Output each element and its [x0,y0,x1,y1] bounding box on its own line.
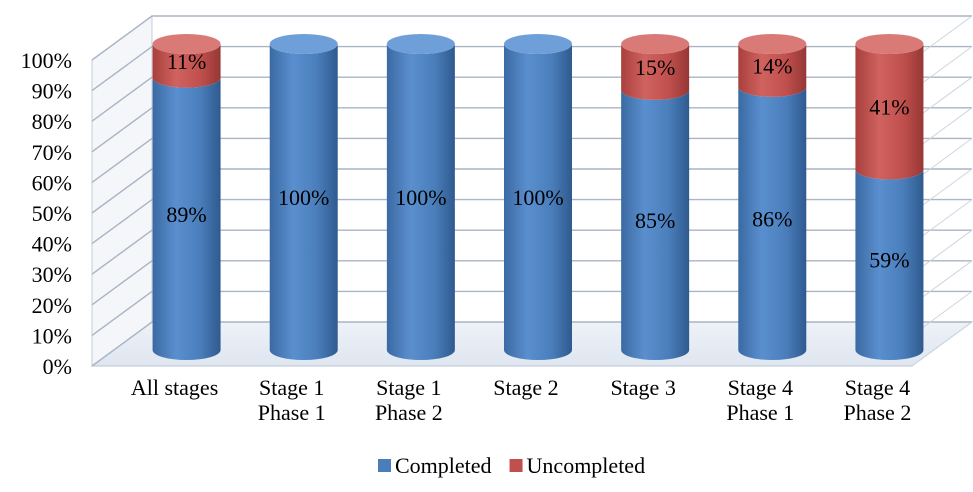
gridline [91,229,972,275]
data-label: 100% [512,185,563,210]
data-label: 14% [752,53,792,78]
bar-uncompleted [738,44,807,97]
legend: Completed Uncompleted [378,453,645,478]
bar-completed [504,44,572,360]
bar-group: 89% 11% [152,34,221,360]
x-tick-label: Stage 2 [493,375,558,400]
bar-group: 100% [386,34,455,360]
x-tick-label: Stage 1 Phase 1 [258,375,326,425]
bar-completed [738,86,807,360]
gridline [91,198,972,245]
y-tick-label: 50% [32,201,72,226]
bar-completed [152,77,221,360]
bar-top-cap [621,34,690,54]
bar-top-cap [269,34,338,54]
bar-top-cap [152,34,221,54]
y-tick-label: 30% [32,262,72,287]
data-label: 11% [167,49,207,74]
gridline [91,321,972,367]
x-tick-label: Stage 3 [610,375,675,400]
legend-item: Completed [378,453,492,478]
x-tick-label: Stage 4 Phase 1 [726,375,794,425]
gridline [91,137,972,183]
bar-group: 100% [504,34,572,360]
gridline [91,168,972,214]
bar-uncompleted [621,44,690,100]
bar-group: 85% 15% [621,34,690,361]
legend-swatch [509,459,523,472]
bar-completed [621,89,690,361]
x-tick-label: All stages [131,375,218,400]
bar-top-cap [738,34,807,54]
bar-group: 86% 14% [738,34,807,360]
data-label: 86% [752,206,792,231]
gridline [91,290,972,336]
legend-label: Uncompleted [527,453,646,478]
gridline-edge [911,321,973,367]
bar-top-cap [855,34,924,54]
data-label: 89% [166,202,206,227]
data-label: 59% [869,248,909,273]
y-tick-label: 0% [43,354,72,379]
x-tick-label: Stage 4 Phase 2 [844,375,912,425]
legend-swatch [378,459,391,472]
y-tick-label: 40% [32,232,72,257]
data-label: 15% [635,55,675,80]
bar-completed [855,169,924,360]
bar-uncompleted [855,44,924,180]
data-label: 85% [635,208,675,233]
y-tick-label: 60% [32,170,72,195]
bar-completed [269,44,338,360]
bar-top-cap [386,34,455,54]
y-axis: 0% 10% 20% 30% 40% 50% 60% 70% 80% 90% 100% [21,48,72,379]
data-label: 100% [278,185,329,210]
x-axis: All stages Stage 1 Phase 1 Stage 1 Phase 2 St… [131,375,911,425]
gridline [91,45,972,92]
bar-group: 59% 41% [855,34,924,360]
gridline [91,15,972,61]
bars: 89% 11% 100% 100% 100% 85% 15% 86% 14% 59% 41% [152,34,924,361]
bar-uncompleted [152,44,221,88]
gridline [91,260,972,306]
x-tick-label: Stage 1 Phase 2 [375,375,443,425]
y-tick-label: 70% [32,140,72,165]
y-tick-label: 100% [21,48,72,73]
bar-completed [386,44,455,360]
bar-group: 100% [269,34,338,360]
data-label: 100% [395,185,446,210]
gridline [91,76,972,122]
y-tick-label: 20% [32,293,72,318]
bar-top-cap [504,34,572,54]
data-label: 41% [869,95,909,120]
legend-item: Uncompleted [509,453,646,478]
y-tick-label: 10% [32,323,72,348]
y-tick-label: 80% [32,109,72,134]
gridline [91,107,972,153]
legend-label: Completed [395,453,492,478]
y-tick-label: 90% [32,79,72,104]
